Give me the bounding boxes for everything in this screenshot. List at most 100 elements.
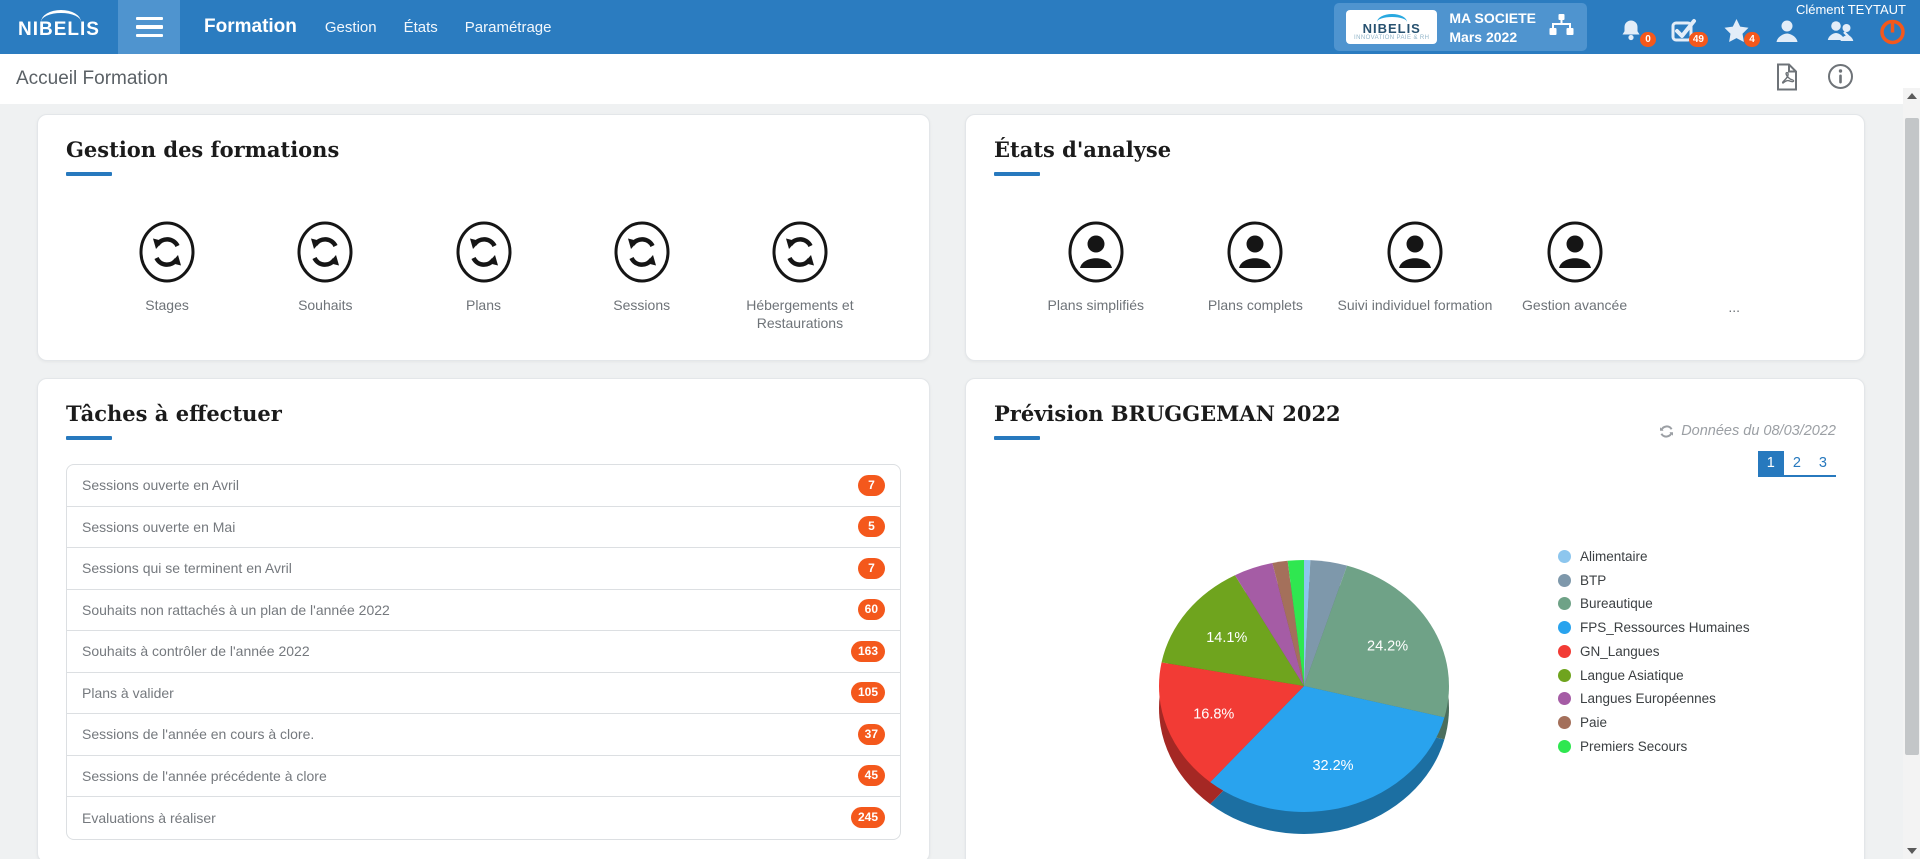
etats-tile-1[interactable]: Plans simplifiés [1016, 220, 1176, 316]
top-nav: NIBELIS Formation Gestion États Paramétrag… [0, 0, 1920, 54]
task-list: Sessions ouverte en Avril 7 Sessions ouver… [66, 464, 901, 840]
task-row-3[interactable]: Sessions qui se terminent en Avril 7 [67, 548, 900, 590]
legend-label: Premiers Secours [1580, 738, 1688, 754]
legend-item-3: Bureautique [1558, 595, 1798, 613]
main-menu: Gestion États Paramétrage [325, 0, 552, 54]
legend-color-dot [1558, 692, 1571, 706]
svg-text:24.2%: 24.2% [1367, 638, 1408, 654]
menu-toggle-button[interactable] [118, 0, 180, 54]
refresh-icon [1660, 424, 1674, 438]
info-icon[interactable] [1827, 63, 1854, 95]
scrollbar-thumb[interactable] [1904, 118, 1919, 755]
svg-text:14.1%: 14.1% [1206, 630, 1247, 646]
task-row-2[interactable]: Sessions ouverte en Mai 5 [67, 507, 900, 548]
task-row-5[interactable]: Souhaits à contrôler de l'année 2022 163 [67, 631, 900, 673]
tile-label: Suivi individuel formation [1337, 297, 1493, 313]
sync-icon [297, 221, 353, 283]
menu-item-3[interactable]: Paramétrage [464, 18, 552, 36]
task-count-badge: 37 [857, 723, 885, 745]
sync-icon [139, 221, 195, 283]
task-label: Plans à valider [82, 684, 174, 701]
task-label: Sessions ouverte en Avril [82, 477, 239, 494]
legend-label: Langues Européennes [1580, 691, 1716, 707]
org-chart-icon[interactable] [1548, 13, 1575, 42]
legend-color-dot [1558, 668, 1571, 682]
company-info: MA SOCIETE Mars 2022 [1449, 10, 1536, 45]
card-title: Tâches à effectuer [66, 401, 282, 426]
nibelis-logo[interactable]: NIBELIS [0, 0, 118, 54]
legend-label: FPS_Ressources Humaines [1580, 620, 1750, 636]
scroll-up-arrow[interactable] [1903, 88, 1920, 104]
task-row-7[interactable]: Sessions de l'année en cours à clore. 37 [67, 714, 900, 756]
task-count-badge: 45 [857, 765, 885, 787]
gestion-tile-1[interactable]: Stages [88, 220, 246, 332]
company-selector[interactable]: NIBELIS INNOVATION PAIE & RH MA SOCIETE … [1334, 3, 1587, 51]
tile-label: Hébergements et Restaurations [746, 297, 854, 332]
nibelis-logo-arc [41, 10, 81, 22]
bell-badge: 0 [1640, 32, 1656, 47]
data-date-label: Données du 08/03/2022 [1681, 423, 1836, 439]
favorites-star-icon[interactable]: 4 [1723, 18, 1760, 47]
legend-color-dot [1558, 644, 1571, 658]
task-row-4[interactable]: Souhaits non rattachés à un plan de l'an… [67, 590, 900, 631]
card-title: Gestion des formations [66, 137, 340, 162]
logout-power-icon[interactable] [1879, 18, 1906, 45]
page-1[interactable]: 1 [1757, 451, 1784, 475]
legend-color-dot [1558, 573, 1571, 587]
task-row-9[interactable]: Evaluations à réaliser 245 [67, 797, 900, 839]
task-label: Sessions de l'année en cours à clore. [82, 726, 315, 743]
export-pdf-icon[interactable] [1775, 63, 1799, 96]
tile-label: Souhaits [298, 297, 353, 313]
legend-label: Bureautique [1580, 596, 1653, 612]
sync-icon [614, 221, 670, 283]
task-row-6[interactable]: Plans à valider 105 [67, 673, 900, 714]
gestion-tile-3[interactable]: Plans [404, 220, 562, 332]
profile-person-icon[interactable] [1775, 18, 1802, 44]
page-3[interactable]: 3 [1818, 455, 1827, 471]
task-row-8[interactable]: Sessions de l'année précédente à clore 45 [67, 756, 900, 797]
tile-label: Plans simplifiés [1047, 297, 1145, 313]
nibelis-small-logo-arc [1376, 14, 1407, 22]
page-2[interactable]: 2 [1792, 455, 1801, 471]
tasks-check-icon[interactable]: 49 [1671, 18, 1708, 47]
scroll-down-arrow[interactable] [1903, 843, 1920, 859]
task-label: Souhaits à contrôler de l'année 2022 [82, 643, 310, 660]
etats-tile-4[interactable]: Gestion avancée [1495, 220, 1655, 316]
legend-color-dot [1558, 597, 1571, 611]
ellipsis-label: ... [1728, 299, 1740, 315]
gestion-tile-5[interactable]: Hébergements et Restaurations [721, 220, 879, 332]
gestion-tile-2[interactable]: Souhaits [246, 220, 404, 332]
card-title: Prévision BRUGGEMAN 2022 [994, 401, 1341, 426]
sync-icon [772, 221, 828, 283]
gestion-tile-4[interactable]: Sessions [563, 220, 721, 332]
company-period: Mars 2022 [1449, 28, 1518, 45]
card-taches-a-effectuer: Tâches à effectuer Sessions ouverte en A… [37, 378, 930, 859]
task-count-badge: 163 [850, 640, 885, 662]
notifications-bell-icon[interactable]: 0 [1619, 18, 1656, 47]
etats-tiles: Plans simplifiés Plans complets Suivi in… [994, 220, 1836, 316]
legend-label: BTP [1580, 572, 1607, 588]
etats-tile-3[interactable]: Suivi individuel formation [1335, 220, 1495, 316]
legend-item-2: BTP [1558, 572, 1798, 590]
legend-item-7: Langues Européennes [1558, 690, 1798, 708]
legend-color-dot [1558, 739, 1571, 753]
etats-more-item[interactable]: ... [1654, 220, 1814, 316]
legend-color-dot [1558, 550, 1571, 563]
company-name: MA SOCIETE [1449, 9, 1536, 26]
user-block: Clément TEYTAUT 0 49 4 [1595, 0, 1920, 54]
page-actions [1775, 63, 1854, 96]
etats-tile-2[interactable]: Plans complets [1176, 220, 1336, 316]
menu-item-2[interactable]: États [403, 18, 438, 36]
task-count-badge: 245 [850, 807, 885, 829]
legend-label: Paie [1580, 715, 1608, 731]
menu-item-1[interactable]: Gestion [324, 18, 377, 36]
contacts-group-icon[interactable] [1827, 18, 1854, 44]
task-label: Sessions qui se terminent en Avril [82, 560, 292, 577]
task-row-1[interactable]: Sessions ouverte en Avril 7 [67, 465, 900, 507]
legend-color-dot [1558, 621, 1571, 635]
legend-item-9: Premiers Secours [1558, 738, 1798, 756]
person-icon [1387, 221, 1443, 283]
nibelis-small-logo-tagline: INNOVATION PAIE & RH [1354, 35, 1430, 41]
legend-item-6: Langue Asiatique [1558, 667, 1798, 685]
